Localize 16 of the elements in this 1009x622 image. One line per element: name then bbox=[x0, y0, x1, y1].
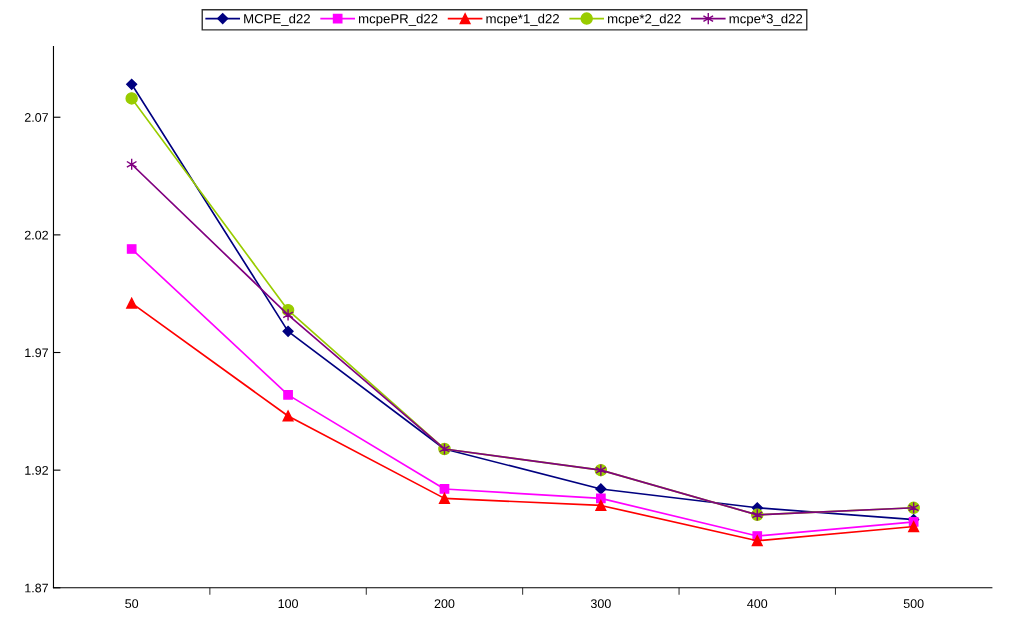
y-tick-label: 2.02 bbox=[24, 230, 48, 240]
x-tick-label: 500 bbox=[903, 599, 924, 609]
y-tick-label: 2.07 bbox=[24, 113, 48, 122]
y-tick-label: 1.92 bbox=[25, 465, 48, 475]
y-tick-label: 1.97 bbox=[25, 348, 48, 358]
x-tick-label: 400 bbox=[747, 599, 768, 609]
legend-label: mcpe*2_d22 bbox=[608, 13, 681, 26]
x-tick-label: 200 bbox=[434, 599, 455, 609]
x-tick-label: 300 bbox=[590, 599, 611, 609]
x-tick-label: 50 bbox=[125, 599, 139, 609]
y-tick-label: 1.87 bbox=[25, 583, 48, 593]
legend-label: mcpe*1_d22 bbox=[486, 13, 559, 26]
legend-label: mcpe*3_d22 bbox=[729, 13, 803, 26]
x-tick-label: 100 bbox=[278, 599, 299, 609]
legend-label: MCPE_d22 bbox=[244, 13, 310, 26]
legend-label: mcpePR_d22 bbox=[358, 13, 438, 26]
